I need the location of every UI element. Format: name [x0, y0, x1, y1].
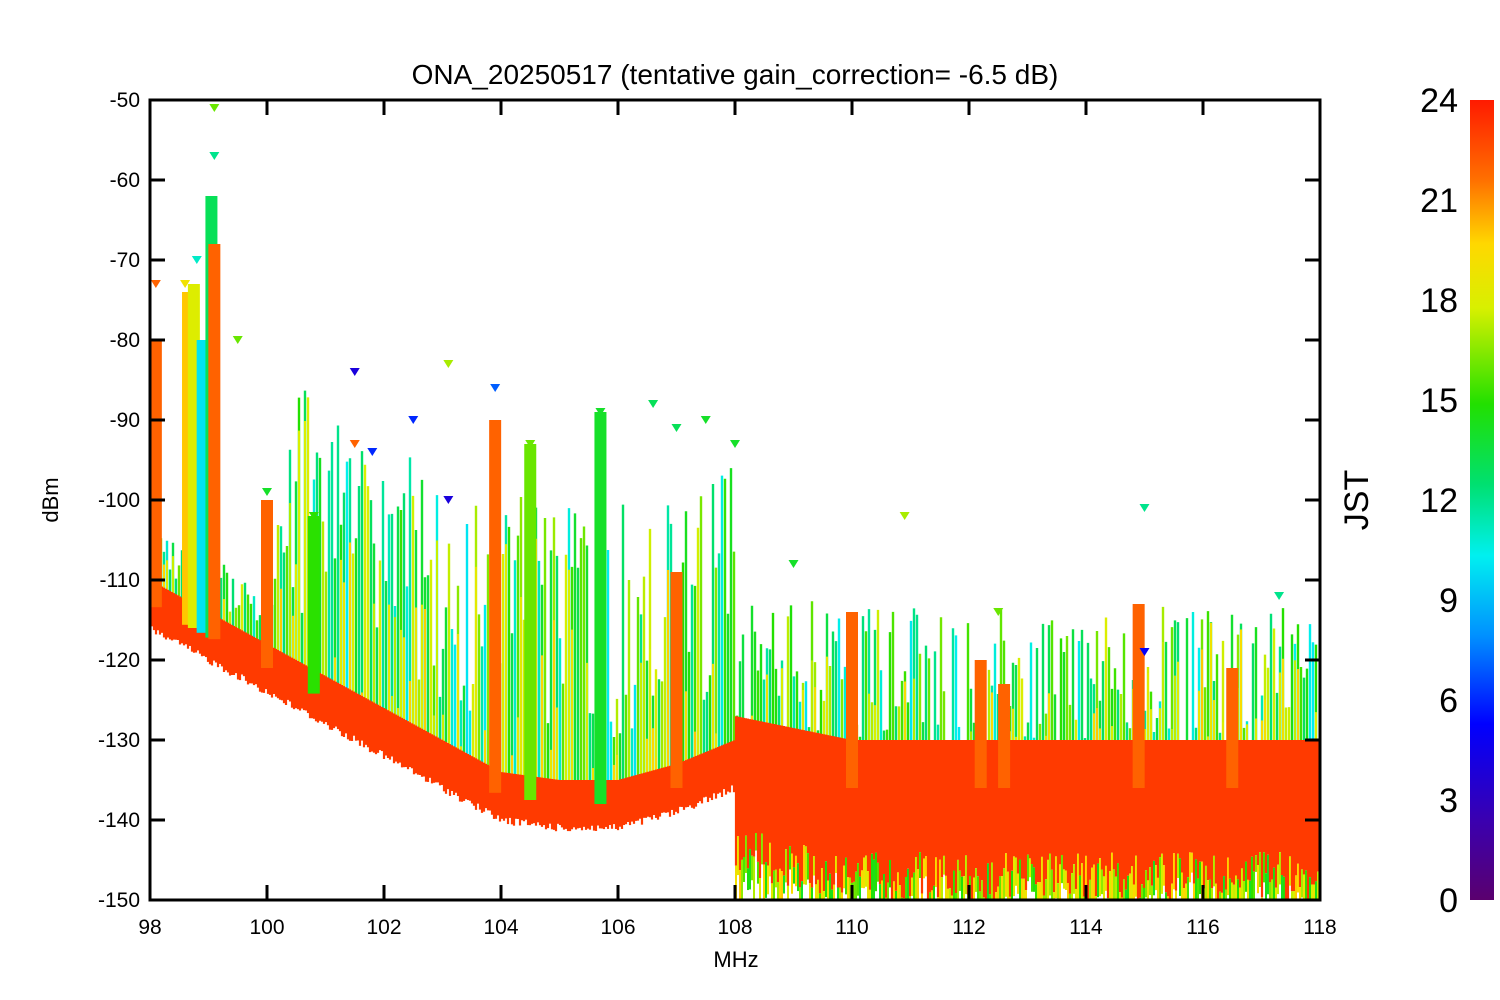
colorbar-tick-label: 18: [1420, 282, 1458, 320]
peak-marker: [408, 416, 419, 424]
peak-marker: [180, 280, 191, 288]
peak-marker: [209, 152, 220, 160]
x-tick-label: 112: [952, 916, 985, 939]
colorbar-tick-label: 6: [1439, 682, 1458, 720]
peak-marker: [349, 368, 360, 376]
colorbar-tick-label: 9: [1439, 582, 1458, 620]
noise-floor-band: [150, 580, 1320, 900]
peak-marker: [899, 512, 910, 520]
x-tick-label: 104: [483, 916, 518, 939]
x-tick-label: 108: [717, 916, 752, 939]
y-tick-label: -140: [98, 809, 140, 832]
x-tick-label: 98: [138, 916, 161, 939]
x-tick-label: 110: [835, 916, 868, 939]
carrier-bands: [150, 196, 1239, 804]
peak-marker: [595, 408, 606, 416]
peak-marker: [671, 424, 682, 432]
colorbar: [1470, 100, 1494, 900]
data-layer: [150, 104, 1320, 900]
colorbar-tick-label: 15: [1420, 382, 1458, 420]
carrier-band: [670, 572, 683, 788]
colorbar-tick-label: 12: [1420, 482, 1458, 520]
x-axis-title: MHz: [713, 947, 758, 972]
colorbar-title: JST: [1338, 470, 1376, 530]
y-axis: -50 -60 -70 -80 -90 -100 -110 -120 -130 -140 -150: [98, 89, 1320, 912]
peak-markers: [150, 104, 1285, 704]
y-tick-label: -90: [110, 409, 140, 432]
carrier-band: [489, 420, 502, 793]
carrier-band: [594, 412, 607, 804]
y-tick-label: -100: [98, 489, 140, 512]
y-axis-title: dBm: [38, 477, 63, 522]
peak-marker: [209, 104, 220, 112]
peak-marker: [648, 400, 659, 408]
carrier-band: [307, 516, 320, 694]
carrier-band: [208, 244, 221, 640]
carrier-band: [150, 340, 162, 608]
peak-marker: [700, 416, 711, 424]
peak-marker: [730, 440, 740, 448]
x-tick-label: 116: [1186, 916, 1219, 939]
y-tick-label: -60: [110, 169, 140, 192]
peak-marker: [1227, 696, 1238, 704]
colorbar-axis: 0 3 6 9 12 15 18 21 24: [1420, 82, 1458, 920]
y-tick-label: -70: [110, 249, 140, 272]
x-tick-label: 100: [249, 916, 284, 939]
y-tick-label: -110: [100, 569, 140, 592]
peak-marker: [525, 440, 536, 448]
y-tick-label: -50: [110, 89, 140, 112]
colorbar-tick-label: 3: [1439, 782, 1458, 820]
x-tick-label: 114: [1069, 916, 1103, 939]
peak-marker: [1274, 592, 1285, 600]
carrier-band: [974, 660, 987, 788]
peak-marker: [150, 280, 161, 288]
chart-title: ONA_20250517 (tentative gain_correction=…: [412, 59, 1059, 90]
colorbar-tick-label: 24: [1420, 82, 1458, 120]
peak-marker: [490, 384, 501, 392]
y-tick-label: -80: [110, 329, 140, 352]
peak-marker: [262, 488, 272, 496]
peak-marker: [1139, 504, 1150, 512]
colorbar-tick-label: 21: [1420, 182, 1458, 220]
x-tick-label: 118: [1303, 916, 1336, 939]
carrier-band: [261, 500, 273, 668]
carrier-band: [1226, 668, 1239, 788]
y-tick-label: -120: [98, 649, 140, 672]
peak-marker: [443, 360, 454, 368]
carrier-band: [1132, 604, 1145, 788]
x-axis: 98 100 102 104 106 108 110 112 114 116 118: [138, 100, 1337, 939]
peak-marker: [191, 256, 202, 264]
colorbar-tick-label: 0: [1439, 882, 1458, 920]
y-tick-label: -150: [98, 889, 140, 912]
peak-marker: [788, 560, 799, 568]
y-tick-label: -130: [98, 729, 140, 752]
carrier-band: [524, 444, 537, 800]
x-tick-label: 102: [366, 916, 401, 939]
peak-marker: [443, 496, 454, 504]
carrier-band: [998, 684, 1011, 788]
x-tick-label: 106: [600, 916, 635, 939]
peak-marker: [1139, 648, 1150, 656]
peak-marker: [993, 608, 1004, 616]
peak-marker: [367, 448, 378, 456]
carrier-band: [846, 612, 858, 788]
peak-marker: [349, 440, 360, 448]
peak-marker: [308, 512, 319, 520]
peak-marker: [232, 336, 243, 344]
